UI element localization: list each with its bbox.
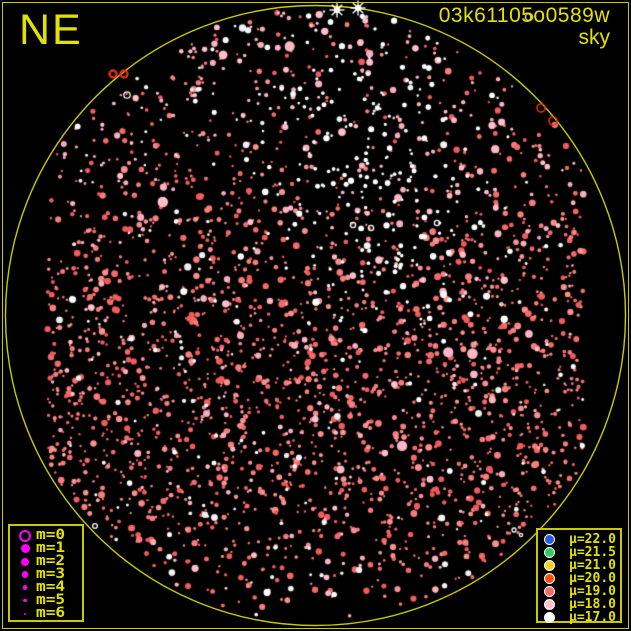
m-legend-label: m=4 <box>36 579 66 595</box>
m-legend-row: m=5 <box>14 592 78 608</box>
magnitude-symbol-cell <box>14 571 36 578</box>
mu-legend-label: μ=21.0 <box>569 558 616 573</box>
magnitude-symbol <box>21 557 29 566</box>
m-legend-label: m=5 <box>36 592 66 608</box>
m-legend-row: m=2 <box>14 553 78 569</box>
m-legend-label: m=6 <box>36 605 66 621</box>
m-legend-row: m=0 <box>14 527 78 543</box>
mu-symbol <box>544 534 555 545</box>
magnitude-symbol-cell <box>14 529 36 542</box>
m-legend-row: m=1 <box>14 540 78 556</box>
orientation-label: NE <box>19 6 83 54</box>
mu-legend-label: μ=18.0 <box>569 597 616 612</box>
mu-legend-row: μ=20.0 <box>542 572 616 585</box>
magnitude-symbol <box>20 544 30 553</box>
magnitude-symbol <box>19 529 31 542</box>
mu-legend-row: μ=19.0 <box>542 585 616 598</box>
mu-legend-row: μ=17.0 <box>542 611 616 624</box>
mu-legend-label: μ=21.5 <box>569 545 616 560</box>
m-legend-row: m=3 <box>14 566 78 582</box>
m-legend-label: m=0 <box>36 527 66 543</box>
magnitude-legend: m=0 m=1 m=2 m=3 m=4 m=5 m=6 <box>8 524 84 622</box>
mu-legend-label: μ=17.0 <box>569 610 616 625</box>
mu-legend-row: μ=21.5 <box>542 546 616 559</box>
m-legend-label: m=1 <box>36 540 66 556</box>
plot-title: 03k61105o0589w <box>438 4 610 27</box>
mu-legend-label: μ=20.0 <box>569 571 616 586</box>
m-legend-row: m=4 <box>14 579 78 595</box>
magnitude-symbol-cell <box>14 598 36 603</box>
mu-legend-row: μ=21.0 <box>542 559 616 572</box>
magnitude-symbol <box>23 598 27 603</box>
magnitude-symbol-cell <box>14 585 36 590</box>
magnitude-symbol <box>24 612 26 615</box>
m-legend-label: m=3 <box>36 566 66 582</box>
m-legend-label: m=2 <box>36 553 66 569</box>
mu-legend-label: μ=19.0 <box>569 584 616 599</box>
surface-brightness-legend: μ=22.0 μ=21.5 μ=21.0 μ=20.0 μ=19.0 μ=18.… <box>536 528 622 624</box>
plot-subtitle: sky <box>578 26 611 49</box>
mu-symbol <box>544 560 555 571</box>
m-legend-row: m=6 <box>14 605 78 621</box>
mu-symbol <box>544 599 555 610</box>
magnitude-symbol <box>22 585 28 590</box>
mu-legend-row: μ=22.0 <box>542 533 616 546</box>
mu-symbol <box>544 612 555 623</box>
magnitude-symbol-cell <box>14 612 36 615</box>
magnitude-symbol <box>21 571 29 578</box>
mu-legend-row: μ=18.0 <box>542 598 616 611</box>
mu-symbol <box>544 586 555 597</box>
magnitude-symbol-cell <box>14 557 36 566</box>
magnitude-symbol-cell <box>14 544 36 553</box>
mu-symbol <box>544 547 555 558</box>
mu-legend-label: μ=22.0 <box>569 532 616 547</box>
mu-symbol <box>544 573 555 584</box>
